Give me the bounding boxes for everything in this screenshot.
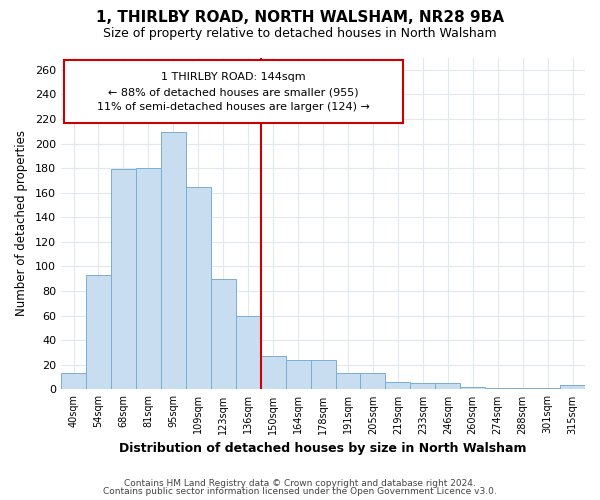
Bar xyxy=(436,384,460,390)
Text: ← 88% of detached houses are smaller (955): ← 88% of detached houses are smaller (95… xyxy=(108,87,359,97)
Bar xyxy=(485,388,510,390)
Bar xyxy=(86,275,111,390)
Bar xyxy=(211,279,236,390)
Bar xyxy=(260,356,286,390)
Bar xyxy=(311,360,335,390)
Text: Size of property relative to detached houses in North Walsham: Size of property relative to detached ho… xyxy=(103,28,497,40)
Bar xyxy=(186,186,211,390)
Text: 11% of semi-detached houses are larger (124) →: 11% of semi-detached houses are larger (… xyxy=(97,102,370,112)
Bar xyxy=(535,388,560,390)
Text: 1, THIRLBY ROAD, NORTH WALSHAM, NR28 9BA: 1, THIRLBY ROAD, NORTH WALSHAM, NR28 9BA xyxy=(96,10,504,25)
Text: Contains HM Land Registry data © Crown copyright and database right 2024.: Contains HM Land Registry data © Crown c… xyxy=(124,478,476,488)
Bar xyxy=(136,168,161,390)
Text: 1 THIRLBY ROAD: 144sqm: 1 THIRLBY ROAD: 144sqm xyxy=(161,72,305,83)
Bar xyxy=(111,170,136,390)
FancyBboxPatch shape xyxy=(64,60,403,122)
Bar xyxy=(286,360,311,390)
Y-axis label: Number of detached properties: Number of detached properties xyxy=(15,130,28,316)
Bar xyxy=(61,374,86,390)
Bar xyxy=(460,387,485,390)
Text: Contains public sector information licensed under the Open Government Licence v3: Contains public sector information licen… xyxy=(103,487,497,496)
Bar xyxy=(385,382,410,390)
Bar xyxy=(335,374,361,390)
Bar xyxy=(161,132,186,390)
X-axis label: Distribution of detached houses by size in North Walsham: Distribution of detached houses by size … xyxy=(119,442,527,455)
Bar xyxy=(560,384,585,390)
Bar xyxy=(361,374,385,390)
Bar xyxy=(236,316,260,390)
Bar xyxy=(510,388,535,390)
Bar xyxy=(410,384,436,390)
